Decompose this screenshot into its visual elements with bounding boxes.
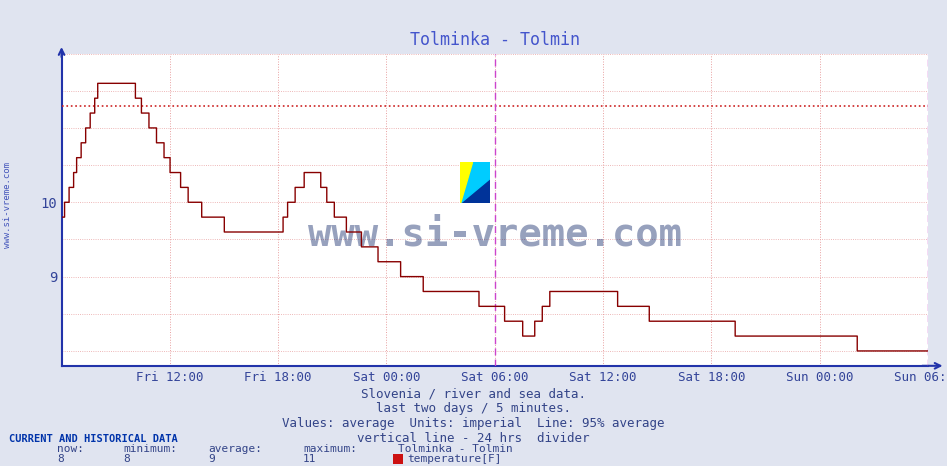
Text: www.si-vreme.com: www.si-vreme.com <box>3 162 12 248</box>
Text: last two days / 5 minutes.: last two days / 5 minutes. <box>376 402 571 415</box>
Polygon shape <box>460 162 473 204</box>
Text: now:: now: <box>57 444 84 454</box>
Text: average:: average: <box>208 444 262 454</box>
Title: Tolminka - Tolmin: Tolminka - Tolmin <box>410 31 580 49</box>
Text: 8: 8 <box>123 454 130 464</box>
Polygon shape <box>460 162 491 204</box>
Text: minimum:: minimum: <box>123 444 177 454</box>
Text: CURRENT AND HISTORICAL DATA: CURRENT AND HISTORICAL DATA <box>9 434 178 444</box>
Text: Values: average  Units: imperial  Line: 95% average: Values: average Units: imperial Line: 95… <box>282 417 665 430</box>
Text: maximum:: maximum: <box>303 444 357 454</box>
Text: Slovenia / river and sea data.: Slovenia / river and sea data. <box>361 387 586 400</box>
Text: www.si-vreme.com: www.si-vreme.com <box>308 216 682 254</box>
Text: vertical line - 24 hrs  divider: vertical line - 24 hrs divider <box>357 432 590 445</box>
Text: Tolminka - Tolmin: Tolminka - Tolmin <box>398 444 512 454</box>
Text: 9: 9 <box>208 454 215 464</box>
Text: temperature[F]: temperature[F] <box>407 454 502 464</box>
Text: 11: 11 <box>303 454 316 464</box>
Polygon shape <box>460 162 491 204</box>
Polygon shape <box>460 162 491 204</box>
Text: 8: 8 <box>57 454 63 464</box>
